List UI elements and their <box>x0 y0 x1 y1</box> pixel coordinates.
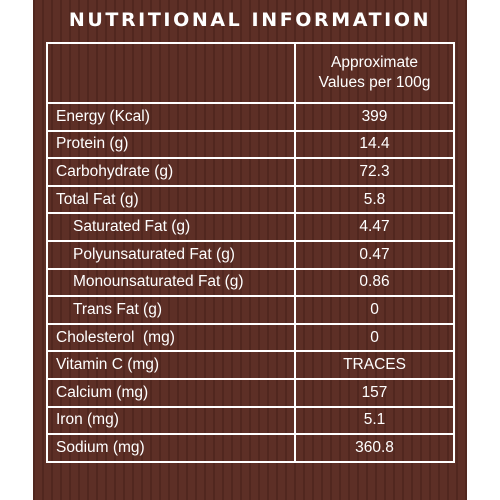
row-value: 14.4 <box>294 129 455 160</box>
row-value: 4.47 <box>294 212 455 242</box>
row-label: Total Fat (g) <box>46 184 296 215</box>
column-header-line1: Approximate <box>330 54 418 71</box>
row-value: 157 <box>294 377 455 408</box>
row-label: Calcium (mg) <box>46 377 296 408</box>
table-row: Protein (g) 14.4 <box>46 129 455 160</box>
table-row: Trans Fat (g) 0 <box>46 295 455 325</box>
row-label: Saturated Fat (g) <box>46 212 296 242</box>
row-label: Vitamin C (mg) <box>46 350 296 380</box>
table-row: Calcium (mg) 157 <box>46 377 455 408</box>
row-label: Protein (g) <box>46 129 296 160</box>
panel-title: NUTRITIONAL INFORMATION <box>68 9 432 31</box>
row-label: Trans Fat (g) <box>46 295 296 325</box>
table-row: Carbohydrate (g) 72.3 <box>46 157 455 187</box>
row-value: 360.8 <box>294 433 455 463</box>
table-row: Total Fat (g) 5.8 <box>46 184 455 215</box>
column-header-line2: Values per 100g <box>318 74 431 91</box>
header-values-cell: Approximate Values per 100g <box>294 42 455 104</box>
row-label: Monounsaturated Fat (g) <box>46 267 296 298</box>
row-value: 5.8 <box>294 184 455 215</box>
row-label: Energy (Kcal) <box>46 102 296 132</box>
row-label: Sodium (mg) <box>46 433 296 463</box>
row-label: Polyunsaturated Fat (g) <box>46 239 296 270</box>
row-value: 0 <box>294 295 455 325</box>
row-label: Cholesterol (mg) <box>46 322 296 353</box>
row-value: 399 <box>294 102 455 132</box>
row-value: 5.1 <box>294 405 455 436</box>
row-value: 72.3 <box>294 157 455 187</box>
header-empty-cell <box>46 42 296 104</box>
table-header-row: Approximate Values per 100g <box>46 42 455 104</box>
row-label: Carbohydrate (g) <box>46 157 296 187</box>
nutrition-table: Approximate Values per 100g Energy (Kcal… <box>46 42 455 463</box>
row-value: TRACES <box>294 350 455 380</box>
row-value: 0.47 <box>294 239 455 270</box>
table-row: Iron (mg) 5.1 <box>46 405 455 436</box>
table-row: Saturated Fat (g) 4.47 <box>46 212 455 242</box>
row-value: 0.86 <box>294 267 455 298</box>
table-row: Polyunsaturated Fat (g) 0.47 <box>46 239 455 270</box>
table-row: Monounsaturated Fat (g) 0.86 <box>46 267 455 298</box>
table-row: Energy (Kcal) 399 <box>46 102 455 132</box>
nutrition-panel: NUTRITIONAL INFORMATION Approximate Valu… <box>33 0 467 500</box>
table-row: Sodium (mg) 360.8 <box>46 433 455 463</box>
table-row: Vitamin C (mg) TRACES <box>46 350 455 380</box>
table-row: Cholesterol (mg) 0 <box>46 322 455 353</box>
row-value: 0 <box>294 322 455 353</box>
row-label: Iron (mg) <box>46 405 296 436</box>
